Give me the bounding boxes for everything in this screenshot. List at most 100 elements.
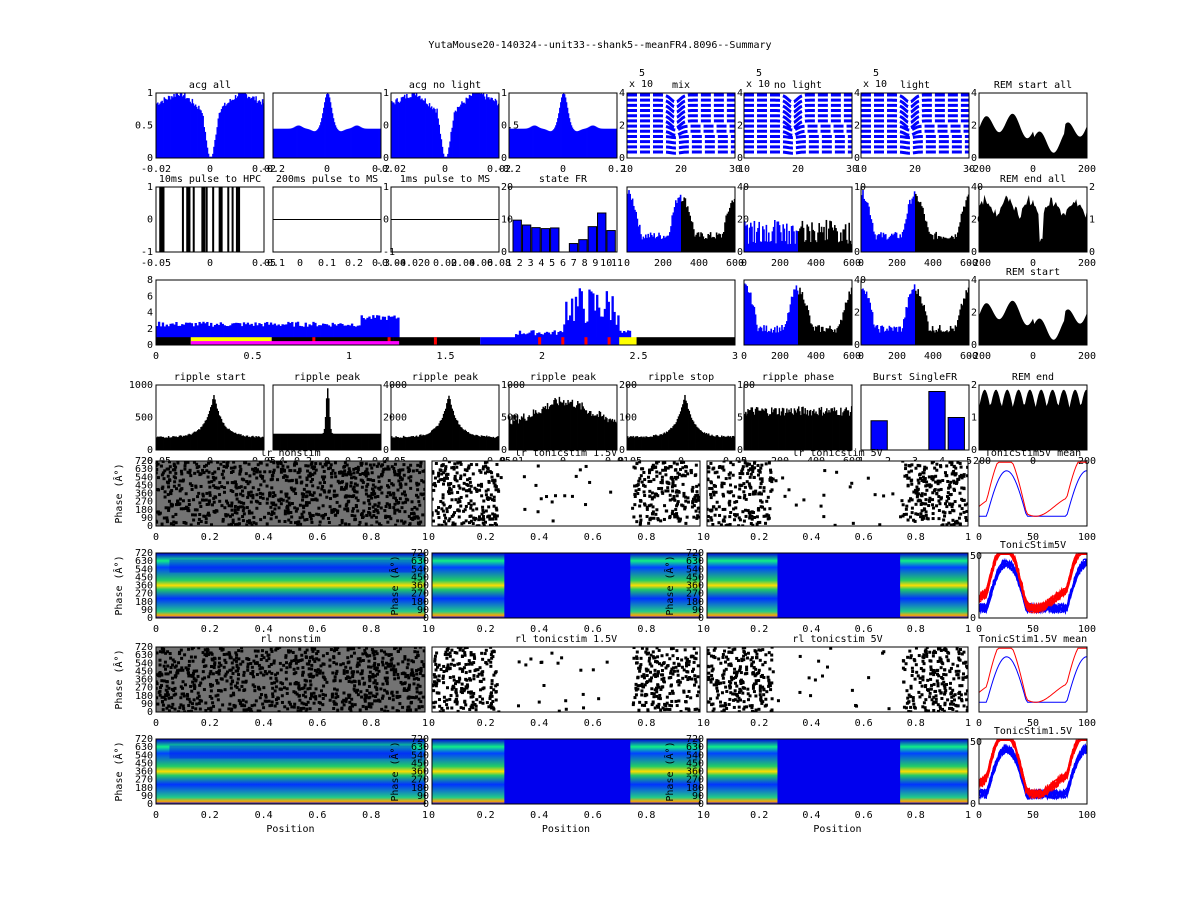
y-tick-label: 20	[501, 182, 513, 193]
bar	[496, 105, 499, 158]
waveform-line	[627, 103, 735, 114]
bar	[509, 128, 512, 158]
bar	[715, 435, 718, 450]
bar	[714, 436, 716, 450]
bar	[832, 331, 835, 345]
bar	[338, 130, 341, 158]
bar	[589, 126, 591, 158]
bar	[298, 433, 301, 450]
bar	[802, 299, 805, 345]
bar	[521, 128, 524, 158]
panel-title: Burst SingleFR	[873, 372, 958, 383]
bar	[317, 433, 319, 450]
bar	[477, 435, 479, 450]
y-tick-label: 4	[619, 88, 625, 99]
bar	[337, 433, 340, 450]
bar	[335, 433, 338, 450]
spike-dot	[488, 523, 492, 526]
bar	[747, 243, 750, 252]
spike-dot	[924, 513, 928, 517]
bar	[378, 128, 380, 158]
bar	[433, 428, 435, 450]
bar	[190, 434, 193, 450]
y-tick-label: 1	[383, 88, 389, 99]
bar	[358, 433, 360, 450]
bar	[442, 413, 445, 450]
spike-dot	[484, 493, 488, 497]
bar	[409, 436, 411, 450]
bar	[570, 125, 573, 158]
spike-dot	[962, 510, 966, 514]
bar	[330, 428, 332, 450]
spike-dot	[681, 482, 685, 486]
spike-dot	[476, 483, 480, 487]
bar	[232, 432, 235, 450]
bar	[369, 128, 371, 158]
bar	[199, 429, 201, 450]
bar	[746, 286, 748, 345]
bar	[945, 237, 947, 252]
bar	[168, 96, 171, 158]
bar	[595, 415, 597, 450]
bar	[916, 293, 918, 345]
spike-dot	[734, 514, 738, 518]
bar	[487, 97, 489, 158]
spike-dot	[939, 497, 943, 501]
spike-dot	[463, 473, 467, 477]
y-tick-label: 8	[147, 275, 153, 286]
spike-dot	[932, 475, 936, 479]
bar	[774, 327, 776, 345]
panel-title: ripple start	[174, 372, 246, 383]
bar	[308, 129, 310, 158]
spike-dot	[664, 473, 668, 477]
bar	[916, 196, 918, 252]
bar	[397, 101, 399, 158]
spike-dot	[747, 482, 751, 486]
spike-dot	[671, 497, 675, 501]
bar	[412, 93, 415, 158]
x-tick-label: 0.6	[855, 624, 873, 635]
bar	[648, 237, 651, 252]
spike-dot	[935, 462, 939, 466]
bar	[923, 214, 925, 252]
bar	[186, 322, 190, 345]
bar	[578, 403, 580, 450]
bar	[167, 326, 170, 345]
bar	[566, 107, 569, 158]
bar	[261, 99, 264, 158]
bar	[553, 400, 555, 450]
spike-dot	[434, 461, 438, 465]
bar	[755, 407, 758, 450]
waveform-line	[744, 129, 852, 137]
bar	[673, 207, 676, 252]
y-tick-label: 0	[619, 153, 625, 164]
bar	[350, 127, 352, 158]
x-tick-label: 400	[924, 258, 942, 269]
y-tick-label: 0	[147, 215, 153, 226]
axes-frame	[860, 186, 970, 253]
bar	[247, 436, 250, 450]
bar	[782, 224, 784, 252]
bar	[750, 222, 752, 252]
bar	[230, 100, 232, 158]
bar	[647, 437, 649, 450]
bar	[603, 308, 607, 345]
spike-dot	[445, 507, 449, 511]
spike-dot	[753, 515, 757, 519]
bar	[732, 202, 735, 252]
spike-dot	[695, 516, 699, 520]
bar	[556, 403, 558, 450]
bar	[862, 190, 864, 252]
spike-dot	[721, 519, 725, 523]
bar	[215, 403, 217, 450]
bar	[316, 130, 318, 158]
x-tick-label: 0.6	[584, 624, 602, 635]
x-tick-label: 0.8	[907, 532, 925, 543]
bar	[718, 437, 721, 450]
bar	[592, 125, 594, 158]
bar	[309, 433, 312, 450]
spike-dot	[689, 469, 693, 473]
spike-dot	[957, 516, 961, 520]
spike-dot	[737, 461, 741, 463]
spike-dot	[750, 514, 754, 518]
